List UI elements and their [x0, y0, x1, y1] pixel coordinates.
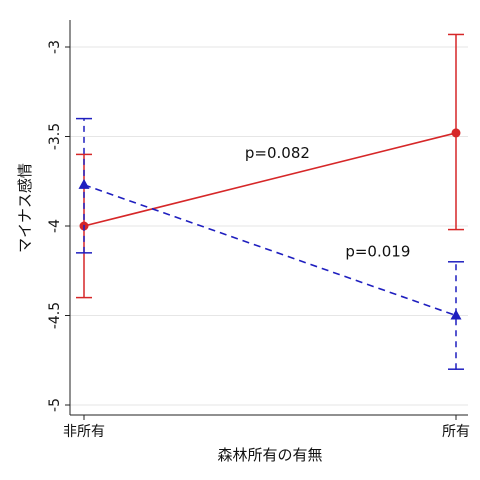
y-axis-title: マイナス感情	[16, 163, 34, 253]
series-line	[83, 132, 457, 227]
x-axis-title: 森林所有の有無	[217, 446, 322, 464]
y-tick-label: -4	[47, 219, 63, 233]
x-tick-label: 非所有	[63, 424, 105, 440]
y-tick-label: -3	[47, 40, 63, 54]
x-axis-ticks: 非所有 所有	[63, 415, 470, 440]
annotations: p=0.082 p=0.019	[245, 144, 410, 260]
y-tick-label: -5	[47, 398, 63, 412]
y-tick-label: -4.5	[47, 302, 63, 329]
y-axis-ticks: -3 -3.5 -4 -4.5 -5	[47, 40, 70, 412]
y-tick-label: -3.5	[47, 123, 63, 150]
x-tick-label: 所有	[442, 424, 470, 440]
data-point	[78, 178, 90, 189]
series-layer	[76, 33, 464, 370]
data-point	[451, 128, 461, 138]
p-value-label: p=0.019	[345, 242, 410, 260]
gridlines	[70, 46, 468, 406]
series-2	[76, 117, 464, 370]
p-value-label: p=0.082	[245, 144, 310, 162]
series-line	[83, 184, 457, 317]
data-point	[450, 309, 462, 320]
